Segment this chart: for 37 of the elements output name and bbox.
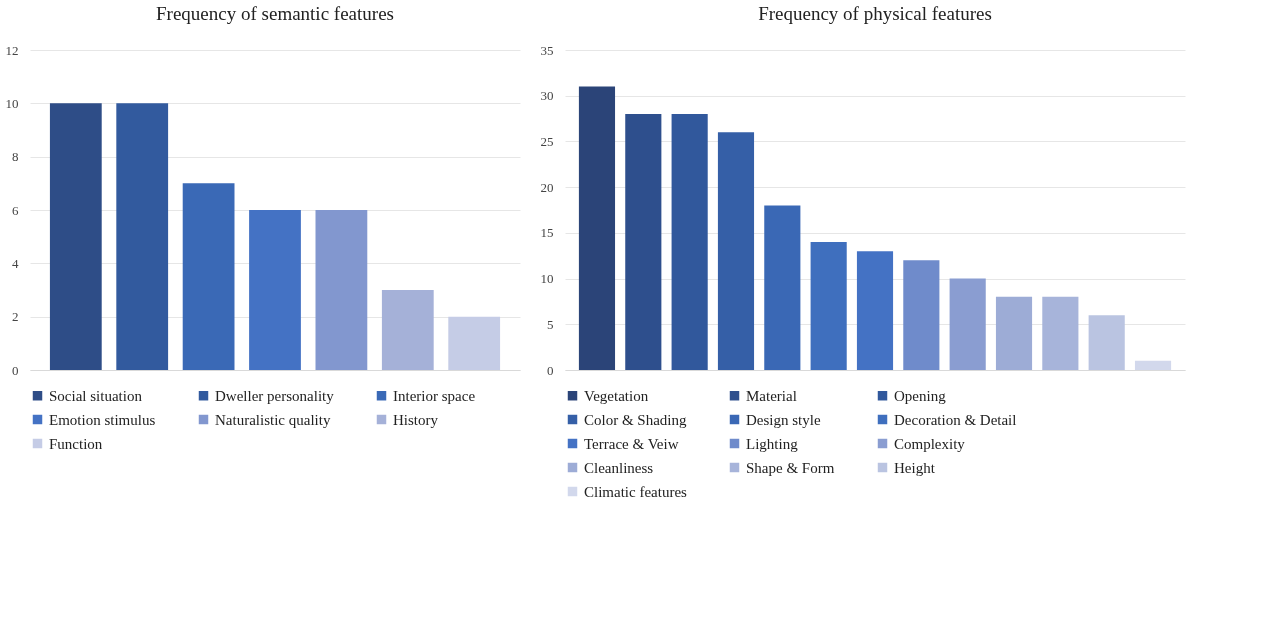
legend-label: Terrace & Veiw [584,435,679,452]
legend-label: Vegetation [584,387,649,404]
y-tick-label: 2 [12,309,19,325]
y-tick-label: 20 [540,179,554,195]
legend-label: Dweller personality [215,387,335,404]
y-tick-label: 5 [547,316,554,332]
legend-label: Cleanliness [584,459,654,476]
legend-label: Complexity [894,435,966,452]
legend-label: Social situation [49,387,143,404]
legend-label: Design style [746,411,821,428]
y-tick-label: 0 [12,362,19,378]
y-tick-label: 12 [5,42,19,58]
legend-label: Function [49,435,103,452]
legend-label: Color & Shading [584,411,687,428]
legend-label: Height [894,459,936,476]
legend-label: Decoration & Detail [894,411,1017,428]
legend-label: Emotion stimulus [49,411,156,428]
chart-title: Frequency of physical features [758,3,992,24]
y-tick-label: 30 [540,88,554,104]
legend-label: History [393,411,439,428]
y-tick-label: 35 [540,42,554,58]
y-tick-label: 8 [12,149,19,165]
y-tick-label: 6 [12,202,19,218]
y-tick-label: 10 [540,271,554,287]
y-tick-label: 15 [540,225,554,241]
legend-label: Interior space [393,387,476,404]
y-tick-label: 10 [5,95,19,111]
y-tick-label: 0 [547,362,554,378]
legend-label: Climatic features [584,483,688,500]
legend-label: Lighting [746,435,799,452]
legend-label: Opening [894,387,947,404]
y-tick-label: 25 [540,133,554,149]
legend-label: Naturalistic quality [215,411,331,428]
chart-title: Frequency of semantic features [156,3,394,24]
legend-label: Shape & Form [746,459,835,476]
legend-label: Material [746,387,797,404]
y-tick-label: 4 [12,255,19,271]
